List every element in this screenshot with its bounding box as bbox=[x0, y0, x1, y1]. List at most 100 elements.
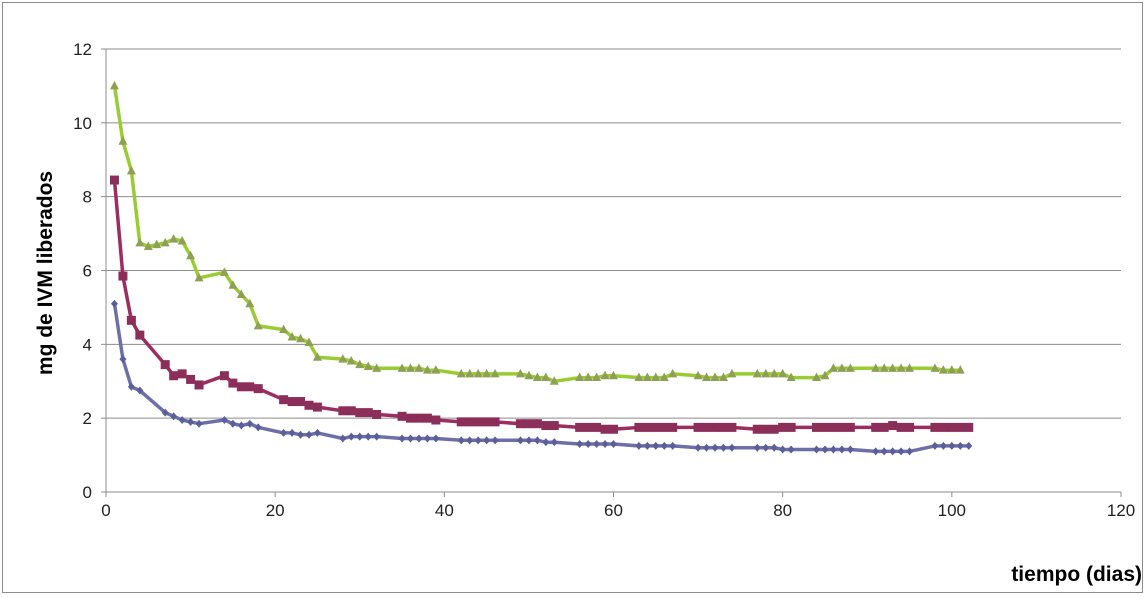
series-0-point-57 bbox=[761, 368, 771, 378]
series-1-point-27 bbox=[422, 413, 432, 423]
series-0-point-38 bbox=[532, 372, 542, 382]
series-1-point-6 bbox=[177, 369, 187, 379]
series-1-point-35 bbox=[524, 419, 534, 429]
series-2-point-22 bbox=[364, 432, 372, 441]
series-1-point-42 bbox=[600, 424, 610, 434]
series-0-point-43 bbox=[592, 372, 602, 382]
series-2-point-73 bbox=[965, 441, 973, 450]
series-0-point-68 bbox=[888, 363, 898, 372]
series-0-point-65 bbox=[845, 363, 855, 372]
series-1-point-0 bbox=[109, 175, 119, 185]
series-2-point-67 bbox=[897, 447, 905, 456]
series-0-point-50 bbox=[668, 368, 678, 378]
series-2-point-55 bbox=[762, 443, 770, 452]
series-0-point-48 bbox=[651, 372, 661, 382]
series-1-point-71 bbox=[947, 422, 957, 432]
series-0-point-9 bbox=[186, 250, 196, 260]
series-1-point-36 bbox=[532, 419, 542, 429]
series-1-point-46 bbox=[651, 422, 661, 432]
series-1-point-29 bbox=[456, 417, 466, 427]
series-0-point-58 bbox=[769, 368, 779, 378]
series-0-point-53 bbox=[710, 372, 720, 382]
series-1-point-5 bbox=[169, 371, 179, 381]
series-1-point-20 bbox=[346, 406, 356, 416]
series-2-point-47 bbox=[660, 441, 668, 450]
series-0-point-19 bbox=[304, 337, 314, 346]
series-2-point-20 bbox=[347, 432, 355, 441]
series-0-point-23 bbox=[355, 359, 365, 369]
gridlines bbox=[106, 48, 1121, 419]
x-tick-label-6: 120 bbox=[1107, 501, 1135, 520]
series-2-point-64 bbox=[872, 447, 880, 456]
x-tick-label-1: 20 bbox=[266, 501, 285, 520]
series-2-point-43 bbox=[610, 440, 617, 449]
series-2-point-48 bbox=[669, 441, 677, 450]
series-0-line bbox=[112, 85, 961, 384]
series-1-point-50 bbox=[702, 422, 712, 432]
series-0-point-2 bbox=[126, 165, 136, 175]
series-0-point-41 bbox=[575, 372, 585, 382]
series-0-point-39 bbox=[541, 372, 551, 382]
series-1-point-44 bbox=[634, 422, 644, 432]
y-axis-title: mg de IVM liberados bbox=[34, 171, 57, 375]
series-1-point-59 bbox=[812, 422, 821, 432]
series-0-point-21 bbox=[338, 354, 348, 363]
series-1-point-18 bbox=[312, 402, 322, 412]
series-0-point-54 bbox=[718, 372, 728, 382]
series-0-point-33 bbox=[473, 368, 483, 378]
series-2-point-26 bbox=[415, 434, 423, 443]
series-1-point-48 bbox=[668, 422, 678, 432]
series-1-point-39 bbox=[575, 422, 585, 432]
series-1-point-66 bbox=[888, 421, 898, 431]
series-0-point-71 bbox=[930, 363, 940, 372]
series-1-point-53 bbox=[727, 422, 737, 432]
series-2-point-18 bbox=[313, 428, 321, 437]
series-1-point-14 bbox=[279, 395, 289, 405]
series-2-point-45 bbox=[643, 441, 651, 450]
x-tick-label-4: 80 bbox=[773, 501, 792, 520]
series-0-point-44 bbox=[600, 370, 610, 380]
series-2-point-14 bbox=[280, 428, 288, 437]
series-0-point-60 bbox=[786, 372, 796, 382]
series-0-point-64 bbox=[837, 363, 847, 372]
y-tick-label-1: 2 bbox=[83, 409, 92, 428]
series-1-point-41 bbox=[592, 422, 602, 432]
series-1-point-45 bbox=[642, 422, 652, 432]
series-2-point-28 bbox=[432, 434, 440, 443]
series-0-point-30 bbox=[431, 365, 441, 374]
series-1-point-33 bbox=[490, 417, 500, 427]
series-1-point-7 bbox=[186, 374, 196, 384]
series-0-point-28 bbox=[414, 363, 424, 372]
series-2-point-30 bbox=[466, 436, 474, 445]
series-0-point-55 bbox=[727, 368, 737, 378]
y-tick-label-4: 8 bbox=[83, 188, 92, 207]
series-0-point-35 bbox=[490, 368, 500, 378]
series-0-point-72 bbox=[938, 365, 948, 374]
x-tick-label-0: 0 bbox=[101, 501, 110, 520]
series-0-point-6 bbox=[160, 237, 170, 247]
series-0-point-4 bbox=[143, 241, 153, 251]
series-0-point-49 bbox=[659, 372, 669, 382]
series-0-point-8 bbox=[177, 235, 187, 245]
series-2-point-68 bbox=[906, 447, 914, 456]
series-0-point-11 bbox=[219, 267, 229, 276]
series-2-point-54 bbox=[753, 443, 761, 452]
series-2-point-0 bbox=[110, 299, 118, 308]
series-2-point-17 bbox=[305, 430, 313, 439]
series-0-point-59 bbox=[778, 368, 788, 378]
series-1-point-64 bbox=[871, 422, 881, 432]
series-1-point-2 bbox=[126, 315, 136, 325]
series-0-point-62 bbox=[820, 370, 830, 380]
series-0-point-69 bbox=[896, 363, 906, 372]
series-0-point-51 bbox=[693, 370, 703, 380]
series-1-point-28 bbox=[431, 415, 441, 425]
series-2-point-51 bbox=[711, 443, 719, 452]
series-1-point-3 bbox=[135, 330, 145, 340]
x-axis-title: tiempo (dias) bbox=[1011, 563, 1142, 586]
series-0-point-26 bbox=[397, 363, 407, 372]
series-2-point-34 bbox=[516, 436, 524, 445]
series-2-point-2 bbox=[127, 382, 135, 391]
series-2-point-32 bbox=[483, 436, 491, 445]
series-1-point-34 bbox=[515, 419, 525, 429]
